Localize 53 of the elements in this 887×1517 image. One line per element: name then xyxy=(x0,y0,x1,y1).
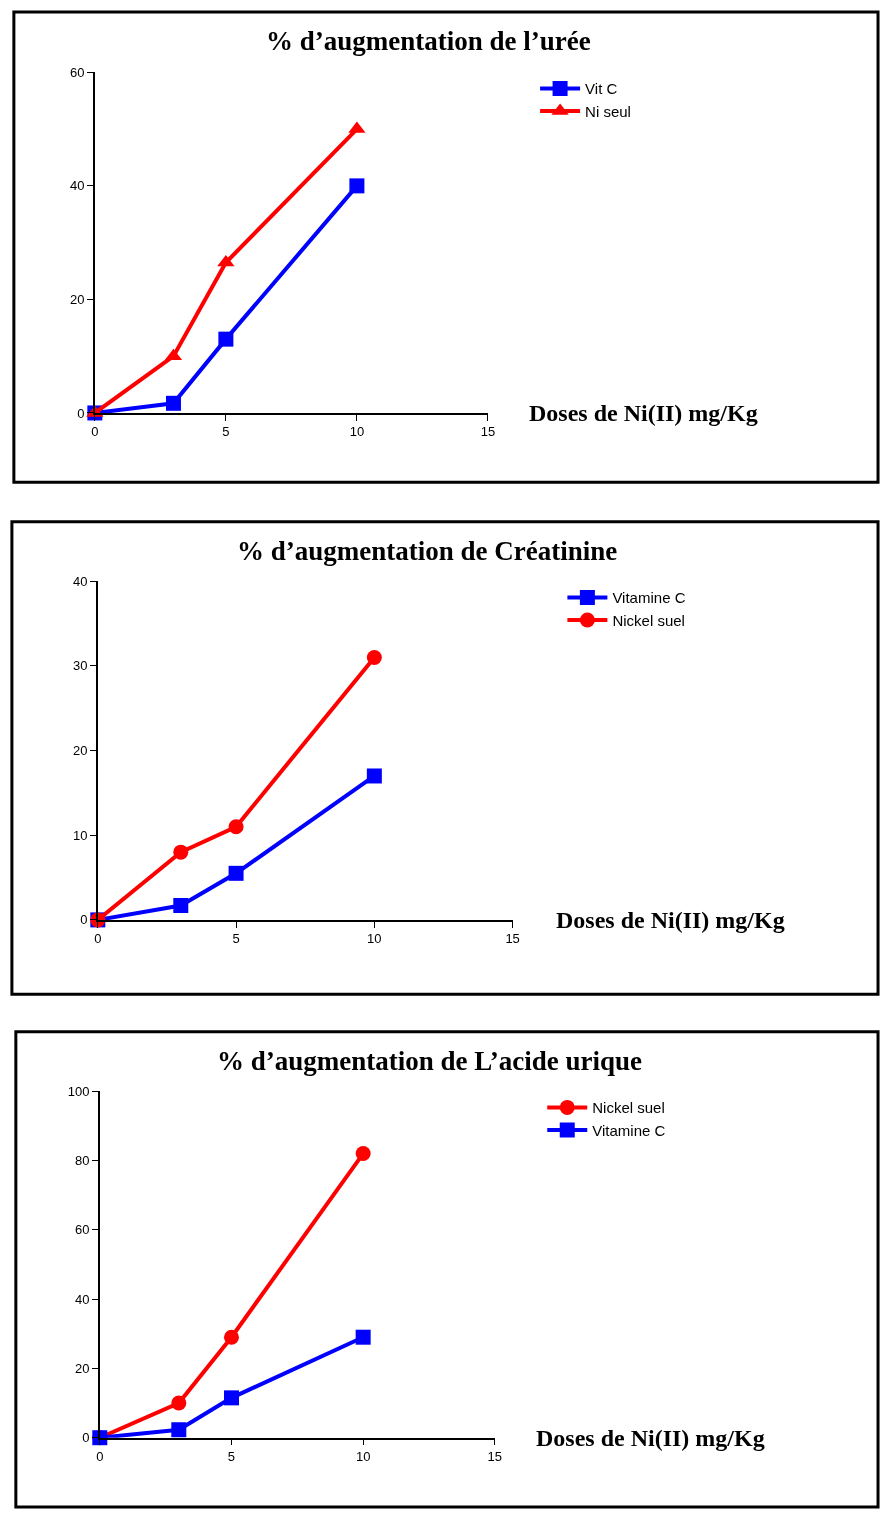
point xyxy=(349,178,365,194)
x-tick-label: 10 xyxy=(355,1449,371,1465)
point xyxy=(173,898,189,913)
legend-label: Vitamine C xyxy=(612,589,686,607)
y-tick-label: 0 xyxy=(82,1430,90,1446)
point xyxy=(228,819,244,835)
y-tick-label: 60 xyxy=(70,64,85,80)
y-tick-label: 100 xyxy=(67,1083,90,1099)
chart-title: % d’augmentation de Créatinine xyxy=(237,536,618,566)
y-tick-label: 0 xyxy=(80,912,88,928)
point xyxy=(171,1395,187,1411)
chart-title: % d’augmentation de L’acide urique xyxy=(217,1046,643,1076)
chart-title: % d’augmentation de l’urée xyxy=(266,26,591,56)
y-tick-label: 10 xyxy=(73,827,88,843)
x-tick-label: 10 xyxy=(367,931,382,947)
x-tick-label: 10 xyxy=(349,424,365,440)
legend-label: Nickel suel xyxy=(592,1099,665,1117)
x-axis-title: Doses de Ni(II) mg/Kg xyxy=(529,400,758,426)
x-axis-title: Doses de Ni(II) mg/Kg xyxy=(536,1425,765,1451)
point xyxy=(223,1390,239,1406)
y-tick-label: 80 xyxy=(74,1153,90,1169)
x-tick-label: 15 xyxy=(487,1449,503,1465)
point xyxy=(173,844,189,860)
x-tick-label: 5 xyxy=(232,931,240,947)
x-tick-label: 5 xyxy=(227,1449,236,1465)
point xyxy=(165,395,181,411)
x-tick-label: 5 xyxy=(222,424,230,440)
legend-label: Nickel suel xyxy=(612,611,685,629)
point xyxy=(171,1422,187,1438)
x-tick-label: 0 xyxy=(94,931,102,947)
point xyxy=(366,768,382,784)
y-tick-label: 40 xyxy=(70,178,85,194)
y-tick-label: 20 xyxy=(74,1360,90,1376)
point xyxy=(223,1329,239,1345)
x-tick-label: 15 xyxy=(480,424,496,440)
x-axis-title: Doses de Ni(II) mg/Kg xyxy=(556,907,785,933)
legend-label: Ni seul xyxy=(585,102,631,120)
point xyxy=(228,865,244,881)
y-tick-label: 0 xyxy=(77,405,85,421)
point xyxy=(355,1329,371,1345)
point xyxy=(355,1146,371,1162)
x-tick-label: 15 xyxy=(505,931,520,947)
y-tick-label: 40 xyxy=(74,1291,90,1307)
legend-label: Vitamine C xyxy=(592,1121,666,1139)
x-tick-label: 0 xyxy=(96,1449,104,1465)
legend-label: Vit C xyxy=(585,80,618,98)
y-tick-label: 20 xyxy=(70,291,85,307)
y-tick-label: 20 xyxy=(73,743,88,759)
y-tick-label: 60 xyxy=(74,1222,90,1238)
y-tick-label: 40 xyxy=(73,573,88,589)
point xyxy=(218,331,234,347)
point xyxy=(366,649,382,665)
y-tick-label: 30 xyxy=(73,658,88,674)
